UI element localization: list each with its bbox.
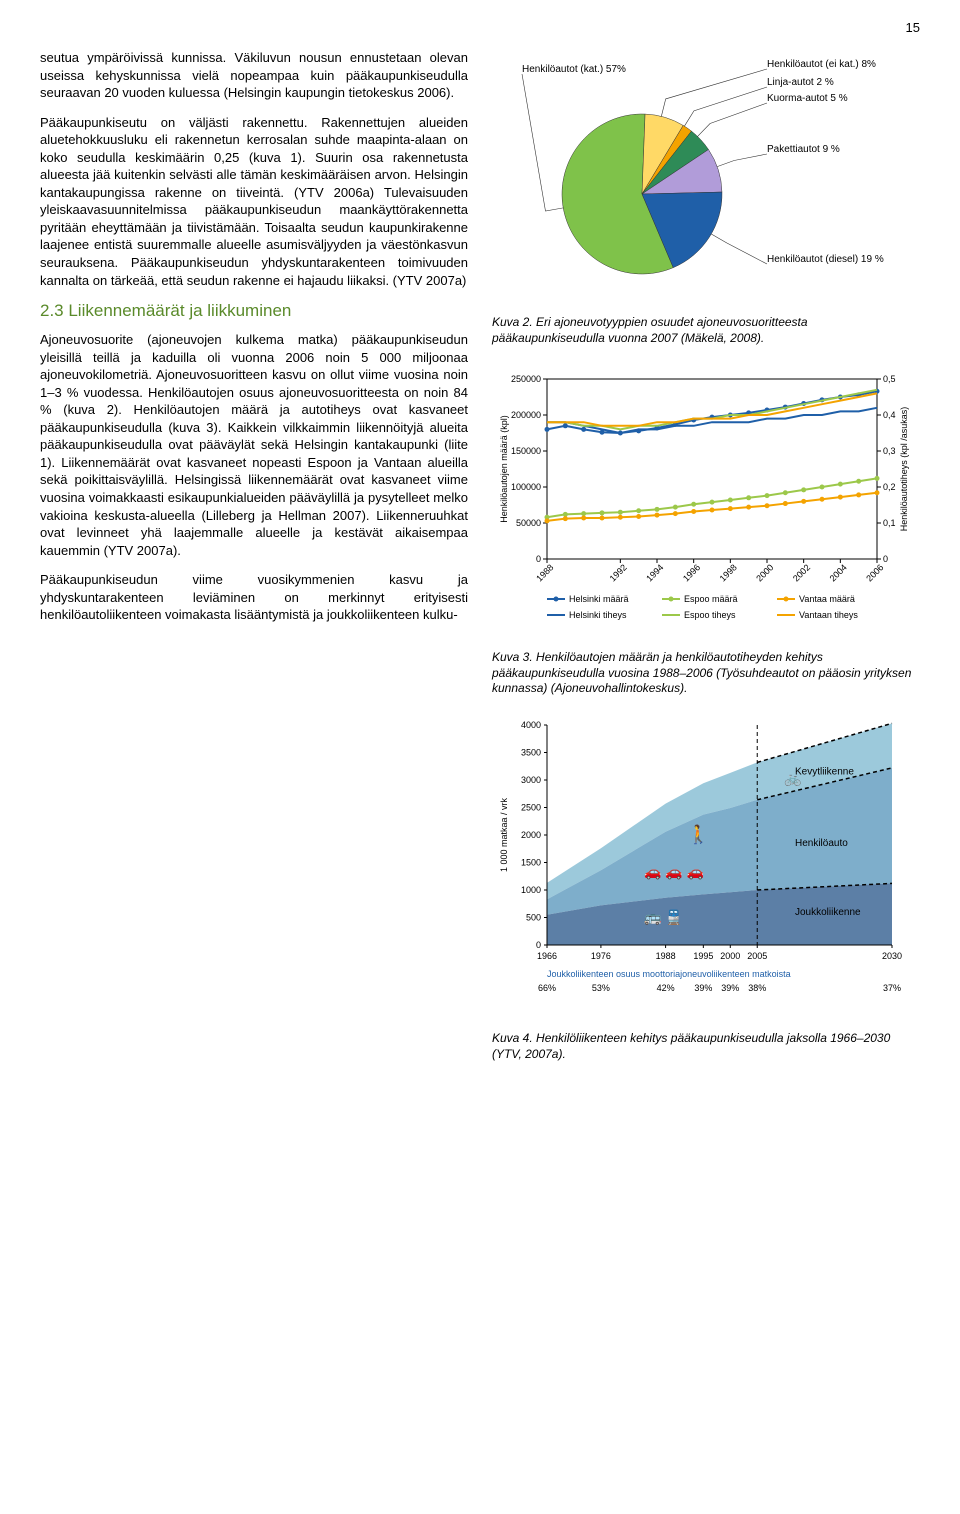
svg-text:42%: 42%: [657, 983, 675, 993]
page-number: 15: [40, 20, 920, 35]
svg-text:3500: 3500: [521, 747, 541, 757]
svg-text:1976: 1976: [591, 951, 611, 961]
svg-text:Helsinki tiheys: Helsinki tiheys: [569, 610, 627, 620]
area-chart: 0 500 1000 1500 2000 2500 3000 3500 4000 1966 1976…: [492, 715, 920, 1025]
svg-text:2002: 2002: [791, 562, 812, 583]
section-title: 2.3 Liikennemäärät ja liikkuminen: [40, 301, 468, 321]
svg-text:Henkilöautot (kat.) 57%: Henkilöautot (kat.) 57%: [522, 64, 626, 75]
svg-text:2000: 2000: [720, 951, 740, 961]
svg-text:Linja-autot 2 %: Linja-autot 2 %: [767, 77, 834, 88]
svg-text:1988: 1988: [656, 951, 676, 961]
svg-text:0: 0: [536, 554, 541, 564]
svg-text:0,1: 0,1: [883, 518, 896, 528]
pie-chart: Henkilöautot (kat.) 57% Henkilöautot (ei …: [492, 49, 920, 309]
figure-3: 0 50000 100000 150000 200000 250000 0 0,1 0,2 0,3…: [492, 364, 920, 697]
svg-text:1994: 1994: [644, 562, 665, 583]
svg-text:🚌 🚆: 🚌 🚆: [644, 909, 683, 926]
svg-text:Helsinki määrä: Helsinki määrä: [569, 594, 629, 604]
svg-text:Pakettiautot 9 %: Pakettiautot 9 %: [767, 144, 840, 155]
svg-text:39%: 39%: [721, 983, 739, 993]
svg-text:Joukkoliikenteen osuus moottor: Joukkoliikenteen osuus moottoriajoneuvol…: [547, 969, 791, 979]
svg-text:4000: 4000: [521, 720, 541, 730]
svg-text:2030: 2030: [882, 951, 902, 961]
svg-text:Kuorma-autot 5 %: Kuorma-autot 5 %: [767, 93, 848, 104]
svg-text:2000: 2000: [521, 830, 541, 840]
svg-text:3000: 3000: [521, 775, 541, 785]
svg-text:Henkilöautot (ei kat.) 8%: Henkilöautot (ei kat.) 8%: [767, 59, 876, 70]
svg-text:66%: 66%: [538, 983, 556, 993]
svg-text:2004: 2004: [828, 562, 849, 583]
figure-4-caption: Kuva 4. Henkilöliikenteen kehitys pääkau…: [492, 1031, 920, 1062]
svg-text:Joukkoliikenne: Joukkoliikenne: [795, 907, 861, 918]
svg-text:2005: 2005: [747, 951, 767, 961]
svg-text:2006: 2006: [864, 562, 885, 583]
svg-text:37%: 37%: [883, 983, 901, 993]
svg-text:0,4: 0,4: [883, 410, 896, 420]
svg-text:1996: 1996: [681, 562, 702, 583]
svg-text:1966: 1966: [537, 951, 557, 961]
svg-text:1998: 1998: [718, 562, 739, 583]
svg-text:39%: 39%: [694, 983, 712, 993]
svg-text:Espoo määrä: Espoo määrä: [684, 594, 738, 604]
svg-text:500: 500: [526, 912, 541, 922]
figure-2-caption: Kuva 2. Eri ajoneuvotyyppien osuudet ajo…: [492, 315, 920, 346]
left-column: seutua ympäröivissä kunnissa. Väkiluvun …: [40, 49, 468, 1080]
svg-text:1000: 1000: [521, 885, 541, 895]
svg-text:1988: 1988: [534, 562, 555, 583]
svg-text:0: 0: [536, 940, 541, 950]
svg-text:🚶: 🚶: [687, 823, 709, 844]
svg-text:53%: 53%: [592, 983, 610, 993]
svg-text:1992: 1992: [608, 562, 629, 583]
svg-text:2500: 2500: [521, 802, 541, 812]
paragraph-1: seutua ympäröivissä kunnissa. Väkiluvun …: [40, 49, 468, 102]
right-column: Henkilöautot (kat.) 57% Henkilöautot (ei …: [492, 49, 920, 1080]
svg-text:Henkilöauto: Henkilöauto: [795, 838, 848, 849]
svg-text:Kevytliikenne: Kevytliikenne: [795, 766, 854, 777]
svg-text:1500: 1500: [521, 857, 541, 867]
svg-text:Henkilöautotiheys (kpl /asukas: Henkilöautotiheys (kpl /asukas): [899, 407, 909, 532]
svg-text:🚲: 🚲: [784, 770, 801, 787]
paragraph-4: Pääkaupunkiseudun viime vuosikymmenien k…: [40, 571, 468, 624]
svg-text:🚗 🚗 🚗: 🚗 🚗 🚗: [644, 863, 704, 880]
svg-text:38%: 38%: [748, 983, 766, 993]
svg-text:Henkilöautojen määrä (kpl): Henkilöautojen määrä (kpl): [499, 415, 509, 523]
svg-text:200000: 200000: [511, 410, 541, 420]
paragraph-3: Ajoneuvosuorite (ajoneuvojen kulkema mat…: [40, 331, 468, 559]
svg-text:0,3: 0,3: [883, 446, 896, 456]
svg-text:Vantaan tiheys: Vantaan tiheys: [799, 610, 858, 620]
svg-text:Henkilöautot (diesel) 19 %: Henkilöautot (diesel) 19 %: [767, 254, 884, 265]
paragraph-2: Pääkaupunkiseutu on väljästi rakennettu.…: [40, 114, 468, 289]
figure-3-caption: Kuva 3. Henkilöautojen määrän ja henkilö…: [492, 650, 920, 697]
svg-text:0,2: 0,2: [883, 482, 896, 492]
figure-4: 0 500 1000 1500 2000 2500 3000 3500 4000 1966 1976…: [492, 715, 920, 1062]
svg-text:50000: 50000: [516, 518, 541, 528]
svg-text:0,5: 0,5: [883, 374, 896, 384]
svg-text:1995: 1995: [693, 951, 713, 961]
svg-text:250000: 250000: [511, 374, 541, 384]
figure-2: Henkilöautot (kat.) 57% Henkilöautot (ei …: [492, 49, 920, 346]
svg-text:1 000 matkaa / vrk: 1 000 matkaa / vrk: [499, 797, 509, 872]
svg-text:100000: 100000: [511, 482, 541, 492]
svg-text:150000: 150000: [511, 446, 541, 456]
svg-text:2000: 2000: [754, 562, 775, 583]
svg-text:0: 0: [883, 554, 888, 564]
svg-text:Espoo tiheys: Espoo tiheys: [684, 610, 736, 620]
line-chart: 0 50000 100000 150000 200000 250000 0 0,1 0,2 0,3…: [492, 364, 920, 644]
svg-text:Vantaa määrä: Vantaa määrä: [799, 594, 855, 604]
